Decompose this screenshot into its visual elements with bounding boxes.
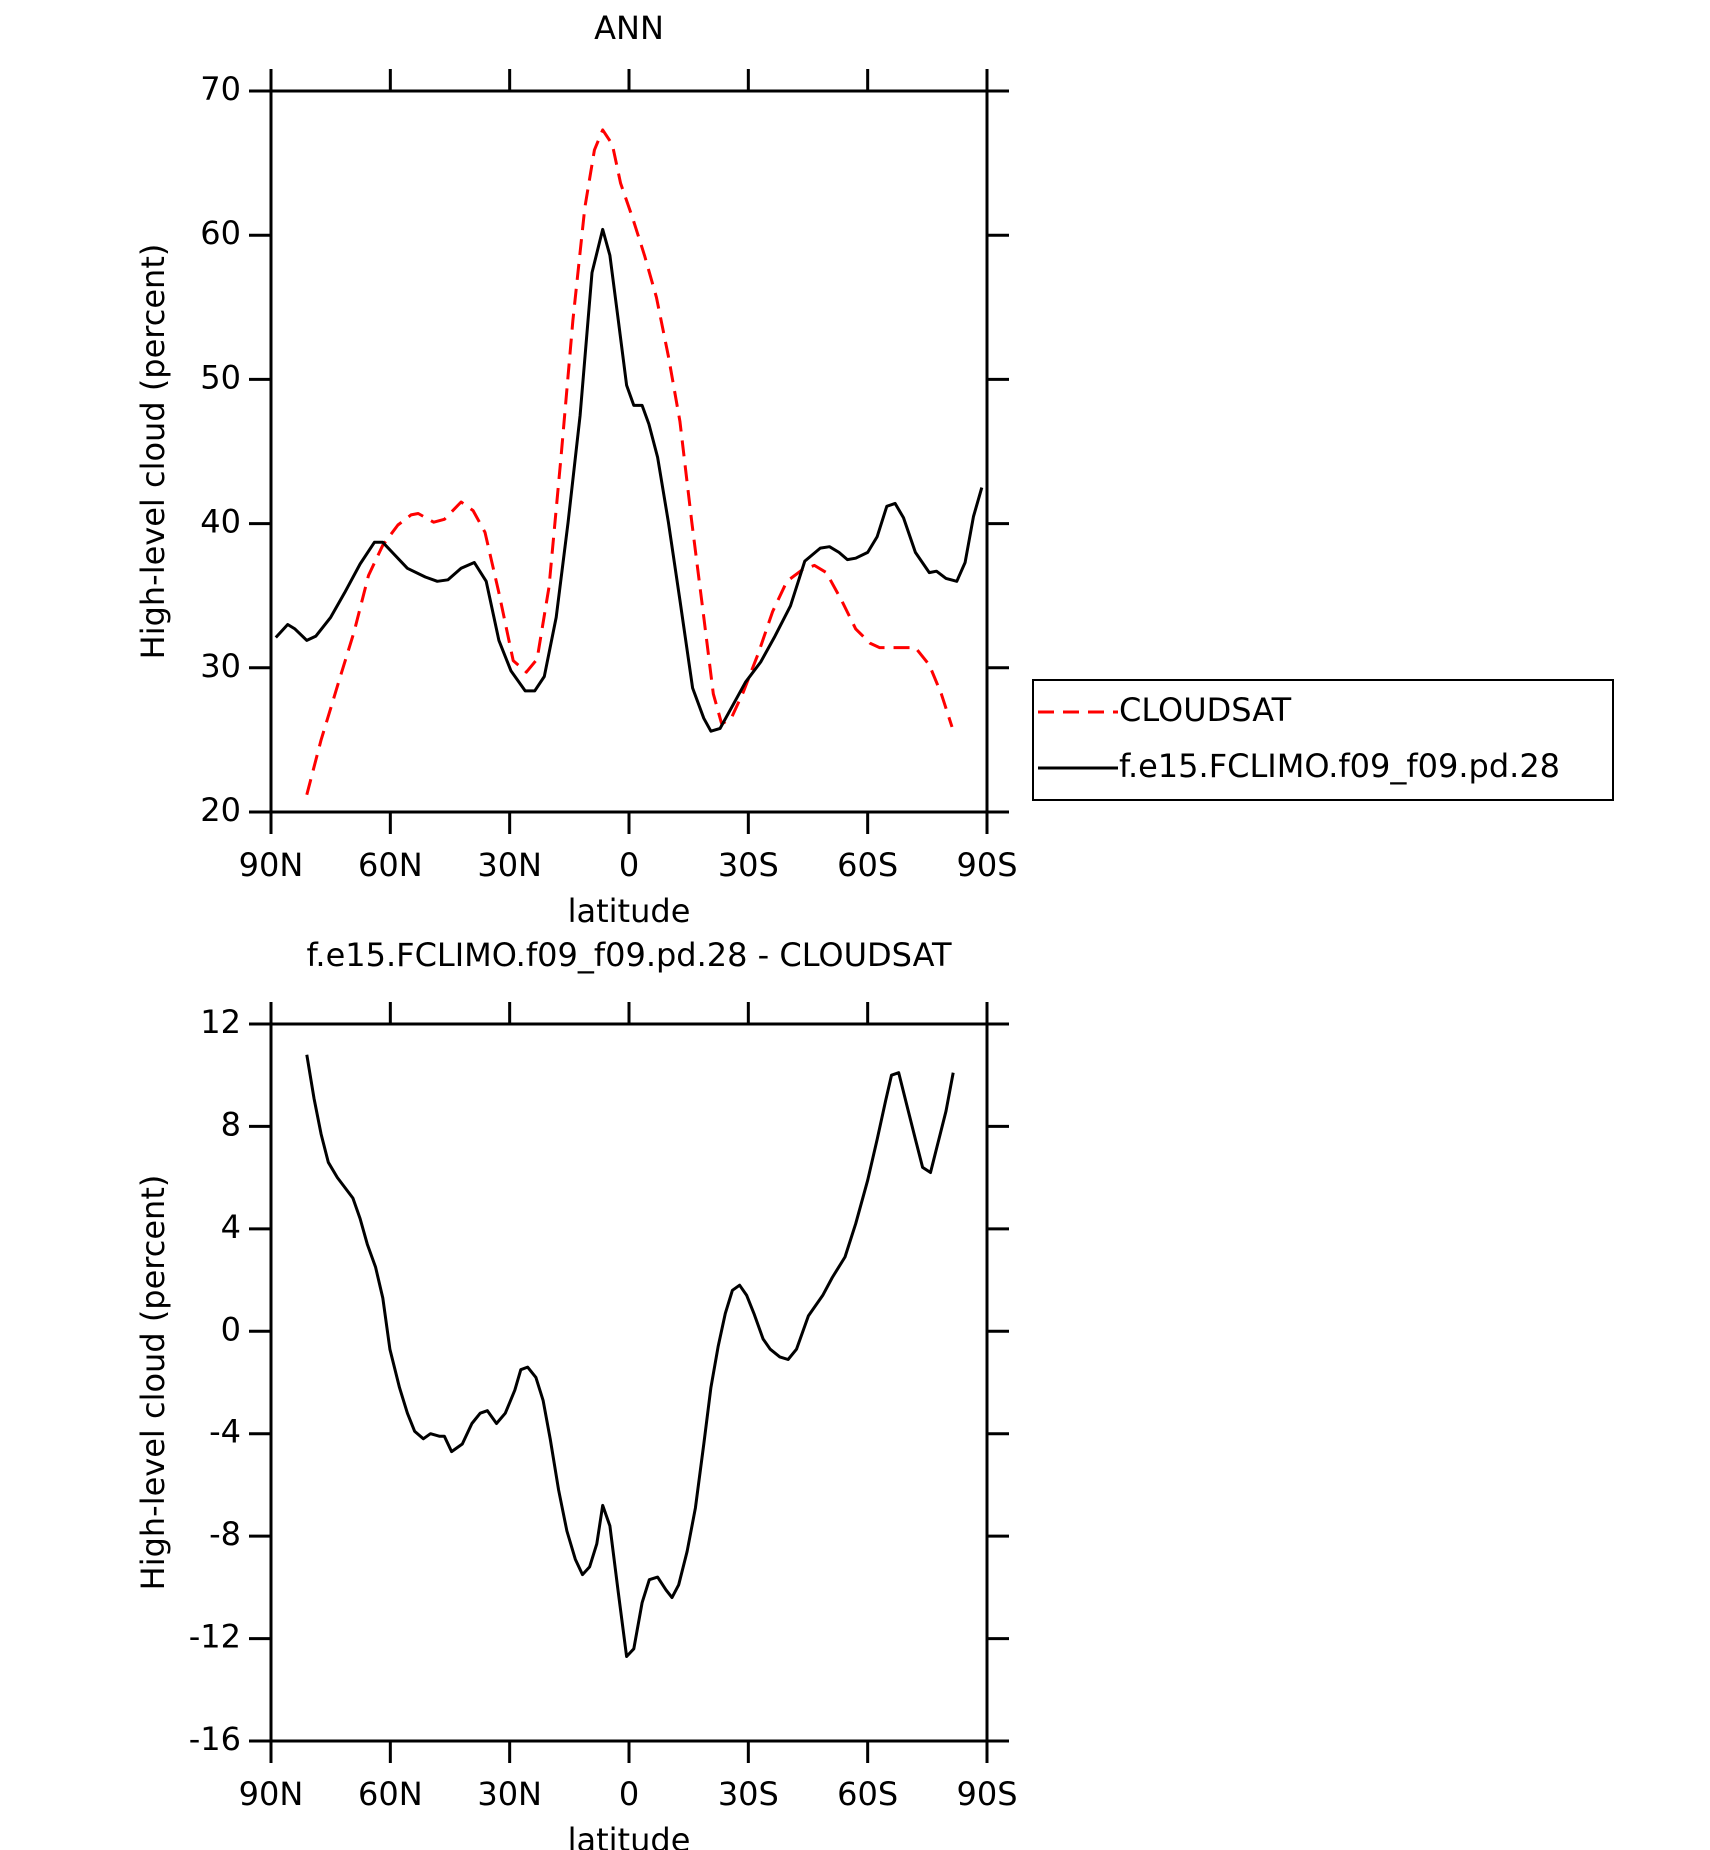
- x-tick-label: 30S: [718, 846, 779, 884]
- data-line: [274, 227, 984, 733]
- x-tick-label: 30N: [477, 846, 542, 884]
- y-tick-label: 12: [200, 1003, 241, 1041]
- y-tick-label: 60: [200, 214, 241, 252]
- legend-label: CLOUDSAT: [1119, 691, 1292, 729]
- x-axis-label: latitude: [568, 1821, 691, 1850]
- y-tick-label: 40: [200, 503, 241, 541]
- x-tick-label: 90S: [956, 846, 1017, 884]
- legend-box: [1032, 679, 1614, 801]
- x-tick-label: 60N: [358, 1775, 423, 1813]
- x-tick-label: 60S: [837, 1775, 898, 1813]
- y-tick-label: 20: [200, 791, 241, 829]
- y-tick-label: 8: [221, 1105, 241, 1143]
- x-tick-label: 0: [619, 1775, 639, 1813]
- x-tick-label: 0: [619, 846, 639, 884]
- x-tick-label: 90N: [239, 1775, 304, 1813]
- x-tick-label: 60N: [358, 846, 423, 884]
- x-tick-label: 30S: [718, 1775, 779, 1813]
- x-axis-label: latitude: [568, 892, 691, 930]
- data-line: [305, 128, 954, 796]
- x-tick-label: 30N: [477, 1775, 542, 1813]
- chart-title: f.e15.FCLIMO.f09_f09.pd.28 - CLOUDSAT: [306, 936, 952, 974]
- x-tick-label: 90S: [956, 1775, 1017, 1813]
- y-tick-label: 30: [200, 647, 241, 685]
- y-tick-label: -4: [209, 1413, 241, 1451]
- y-axis-label: High-level cloud (percent): [134, 1175, 172, 1591]
- y-tick-label: -16: [189, 1720, 241, 1758]
- legend-label: f.e15.FCLIMO.f09_f09.pd.28: [1119, 747, 1560, 785]
- plot-frame: [269, 89, 989, 814]
- y-tick-label: 70: [200, 70, 241, 108]
- y-tick-label: 50: [200, 358, 241, 396]
- y-tick-label: -8: [209, 1515, 241, 1553]
- y-tick-label: -12: [189, 1618, 241, 1656]
- x-tick-label: 60S: [837, 846, 898, 884]
- data-line: [305, 1054, 955, 1658]
- y-axis-label: High-level cloud (percent): [134, 244, 172, 660]
- y-tick-label: 0: [221, 1310, 241, 1348]
- y-tick-label: 4: [221, 1208, 241, 1246]
- chart-title: ANN: [594, 9, 664, 47]
- x-tick-label: 90N: [239, 846, 304, 884]
